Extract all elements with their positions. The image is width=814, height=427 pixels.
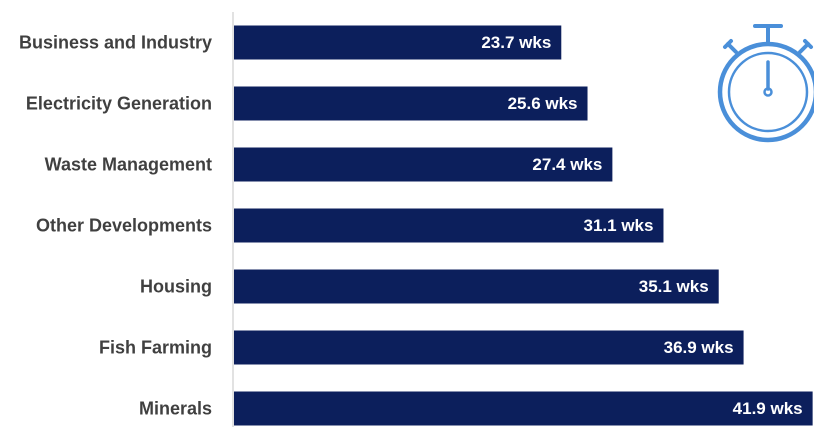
data-label: 35.1 wks	[639, 277, 709, 296]
bar-other-developments	[234, 208, 664, 243]
data-label: 36.9 wks	[664, 338, 734, 357]
data-label: 31.1 wks	[584, 216, 654, 235]
bar-electricity-generation	[234, 86, 588, 121]
stopwatch-icon	[717, 24, 814, 143]
bar-minerals	[234, 391, 813, 426]
data-label: 25.6 wks	[508, 94, 578, 113]
category-label: Fish Farming	[99, 338, 212, 358]
category-label: Minerals	[139, 399, 212, 419]
category-label: Business and Industry	[19, 33, 212, 53]
data-label: 27.4 wks	[532, 155, 602, 174]
category-label: Housing	[140, 277, 212, 297]
bar-fish-farming	[234, 330, 744, 365]
value-labels: 23.7 wks 25.6 wks 27.4 wks 31.1 wks 35.1 wks…	[481, 33, 802, 418]
category-labels: Business and Industry Electricity Generat…	[19, 33, 212, 419]
bar-business-and-industry	[234, 25, 562, 60]
data-label: 23.7 wks	[481, 33, 551, 52]
bar-housing	[234, 269, 719, 304]
data-label: 41.9 wks	[733, 399, 803, 418]
category-label: Other Developments	[36, 216, 212, 236]
category-label: Waste Management	[45, 155, 212, 175]
category-label: Electricity Generation	[26, 94, 212, 114]
bars	[234, 25, 813, 426]
bar-waste-management	[234, 147, 613, 182]
